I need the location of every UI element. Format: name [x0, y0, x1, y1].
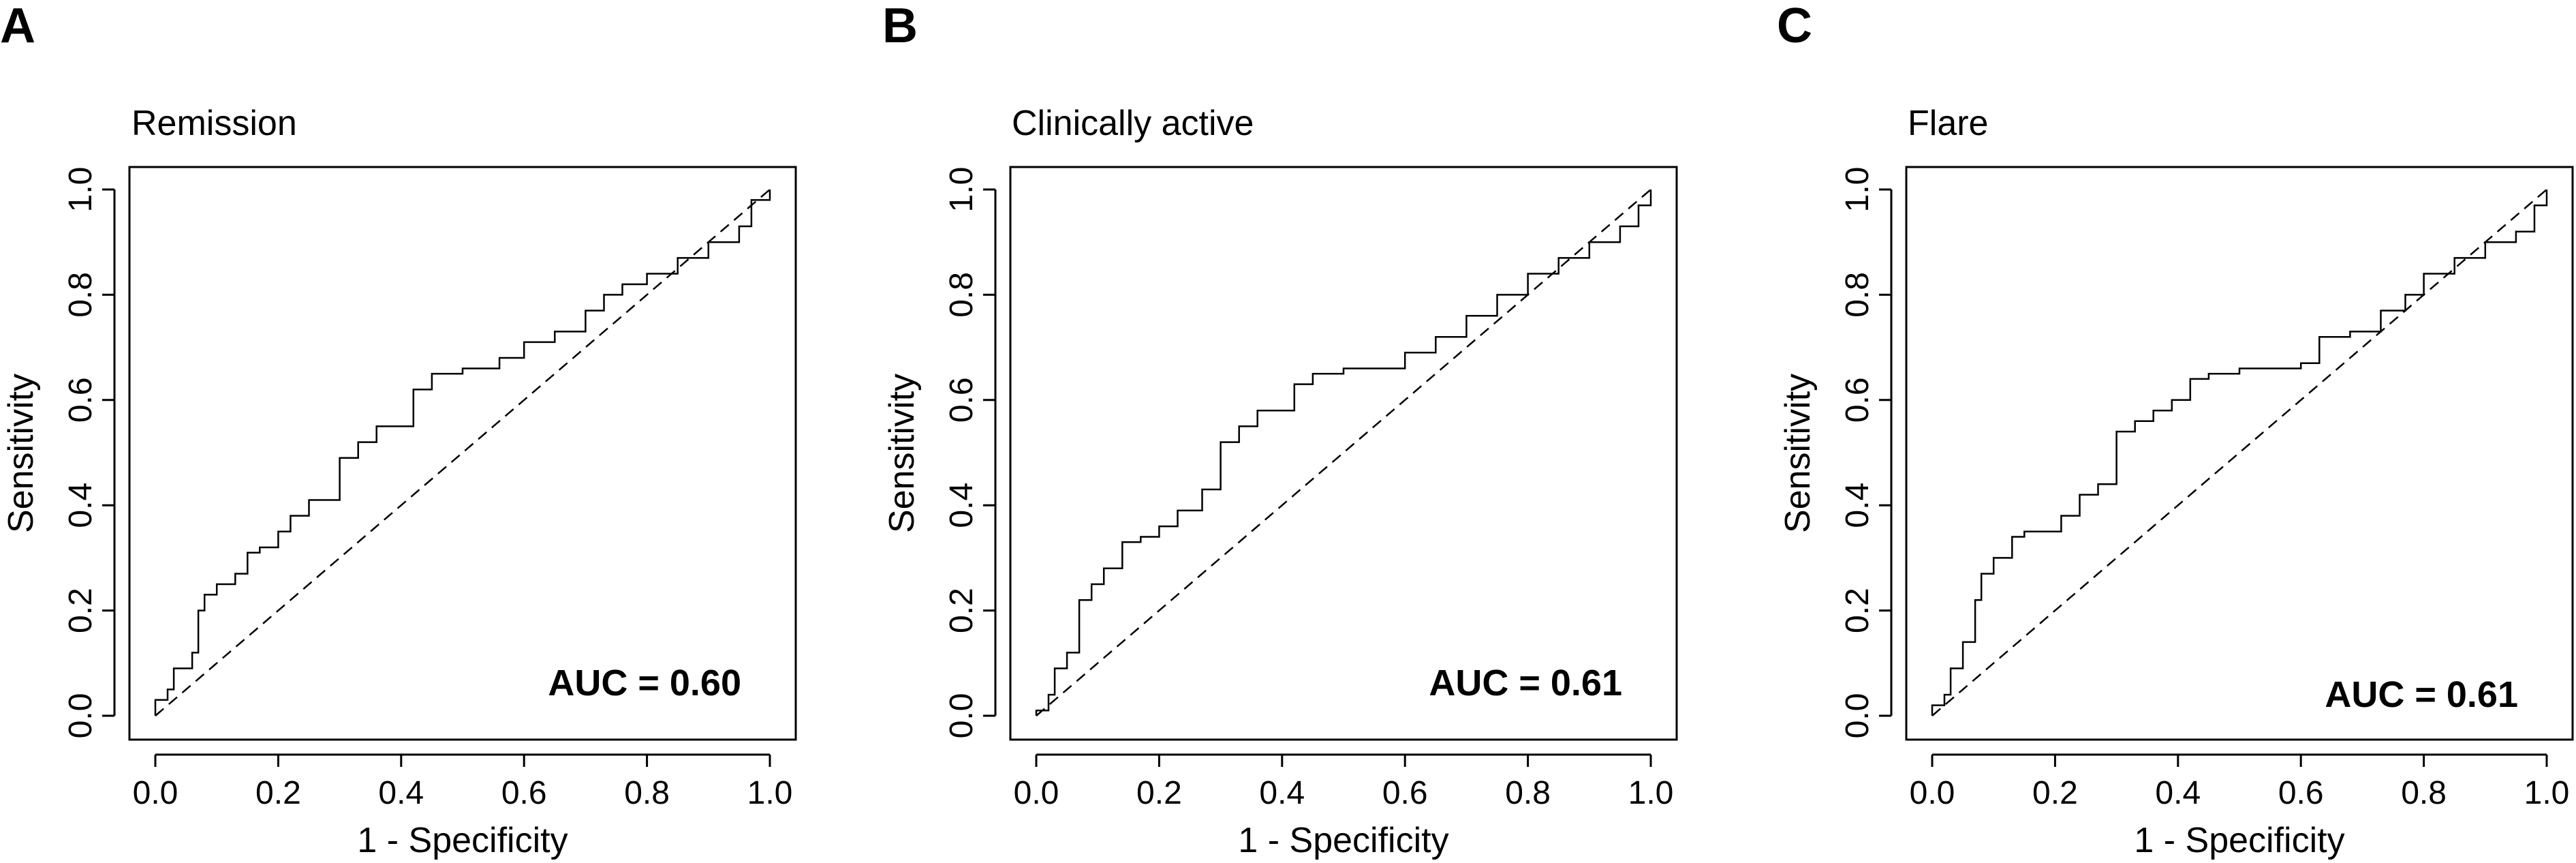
- x-tick-label: 0.6: [2278, 775, 2324, 811]
- x-tick-label: 1.0: [747, 775, 793, 811]
- auc-annotation: AUC = 0.60: [548, 663, 741, 703]
- auc-annotation: AUC = 0.61: [1429, 663, 1622, 703]
- roc-curve: [1931, 190, 2548, 716]
- y-tick-label: 0.4: [1840, 483, 1876, 528]
- auc-annotation: AUC = 0.61: [2325, 674, 2518, 715]
- plot-frame: [1009, 166, 1678, 741]
- reference-diagonal: [155, 189, 771, 716]
- x-tick-label: 0.6: [501, 775, 547, 811]
- y-tick-label: 0.6: [1840, 377, 1876, 423]
- x-tick-label: 0.0: [133, 775, 179, 811]
- panel-letter: A: [0, 0, 35, 53]
- x-tick-label: 0.2: [255, 775, 301, 811]
- x-tick-label: 0.8: [2401, 775, 2447, 811]
- y-tick-label: 0.4: [944, 483, 980, 528]
- y-tick-label: 0.0: [63, 693, 99, 739]
- reference-diagonal: [1931, 189, 2547, 716]
- x-tick-label: 0.4: [2155, 775, 2201, 811]
- panel-title: Remission: [131, 104, 297, 143]
- y-tick-label: 1.0: [63, 167, 99, 213]
- roc-panel-a: A Remission 0.0 0.2 0.4 0.6 0.8 1.0 1 - Specific…: [0, 0, 797, 860]
- x-tick-label: 1.0: [1628, 775, 1674, 811]
- reference-diagonal: [1036, 189, 1651, 716]
- y-tick-label: 0.4: [63, 483, 99, 528]
- y-tick-label: 0.8: [1840, 272, 1876, 318]
- x-tick-label: 1.0: [2524, 775, 2570, 811]
- y-axis-label: Sensitivity: [1, 374, 41, 533]
- y-tick-label: 0.2: [1840, 588, 1876, 633]
- x-tick-label: 0.0: [1910, 775, 1955, 811]
- roc-curve: [1035, 190, 1652, 716]
- panel-letter: B: [882, 0, 918, 53]
- panel-title: Clinically active: [1012, 104, 1254, 143]
- x-axis-label: 1 - Specificity: [1238, 821, 1448, 860]
- y-tick-label: 0.8: [944, 272, 980, 318]
- roc-curve: [154, 190, 771, 716]
- y-tick-label: 1.0: [1840, 167, 1876, 213]
- panel-letter: C: [1777, 0, 1812, 53]
- x-tick-label: 0.8: [624, 775, 670, 811]
- y-tick-label: 0.6: [63, 377, 99, 423]
- y-tick-label: 1.0: [944, 167, 980, 213]
- panel-title: Flare: [1908, 104, 1988, 143]
- y-tick-label: 0.0: [944, 693, 980, 739]
- y-axis-label: Sensitivity: [882, 374, 922, 533]
- x-tick-label: 0.4: [378, 775, 424, 811]
- x-axis-label: 1 - Specificity: [357, 821, 568, 860]
- y-tick-label: 0.2: [944, 588, 980, 633]
- x-tick-label: 0.2: [2032, 775, 2078, 811]
- plot-frame: [128, 166, 797, 741]
- x-tick-label: 0.0: [1014, 775, 1059, 811]
- y-axis-label: Sensitivity: [1778, 374, 1818, 533]
- x-tick-label: 0.6: [1382, 775, 1428, 811]
- plot-frame: [1905, 166, 2574, 741]
- y-tick-label: 0.6: [944, 377, 980, 423]
- x-tick-label: 0.2: [1136, 775, 1182, 811]
- y-tick-label: 0.2: [63, 588, 99, 633]
- y-tick-label: 0.8: [63, 272, 99, 318]
- x-axis-label: 1 - Specificity: [2134, 821, 2344, 860]
- roc-panel-b: B Clinically active 0.0 0.2 0.4 0.6 0.8 1.0 1 - …: [882, 0, 1678, 860]
- y-tick-label: 0.0: [1840, 693, 1876, 739]
- x-tick-label: 0.8: [1505, 775, 1551, 811]
- x-tick-label: 0.4: [1259, 775, 1305, 811]
- roc-panel-c: C Flare 0.0 0.2 0.4 0.6 0.8 1.0 1 - Specificity 0…: [1777, 0, 2574, 860]
